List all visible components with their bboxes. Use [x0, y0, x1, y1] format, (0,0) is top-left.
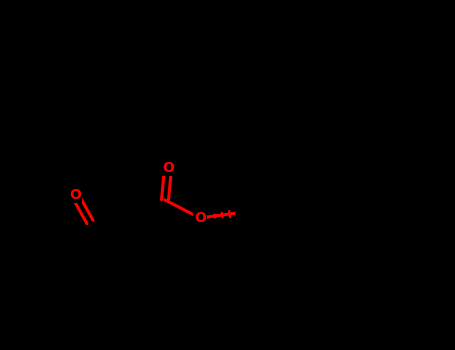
- Text: O: O: [162, 161, 174, 175]
- Text: O: O: [194, 211, 206, 225]
- Text: O: O: [69, 188, 81, 202]
